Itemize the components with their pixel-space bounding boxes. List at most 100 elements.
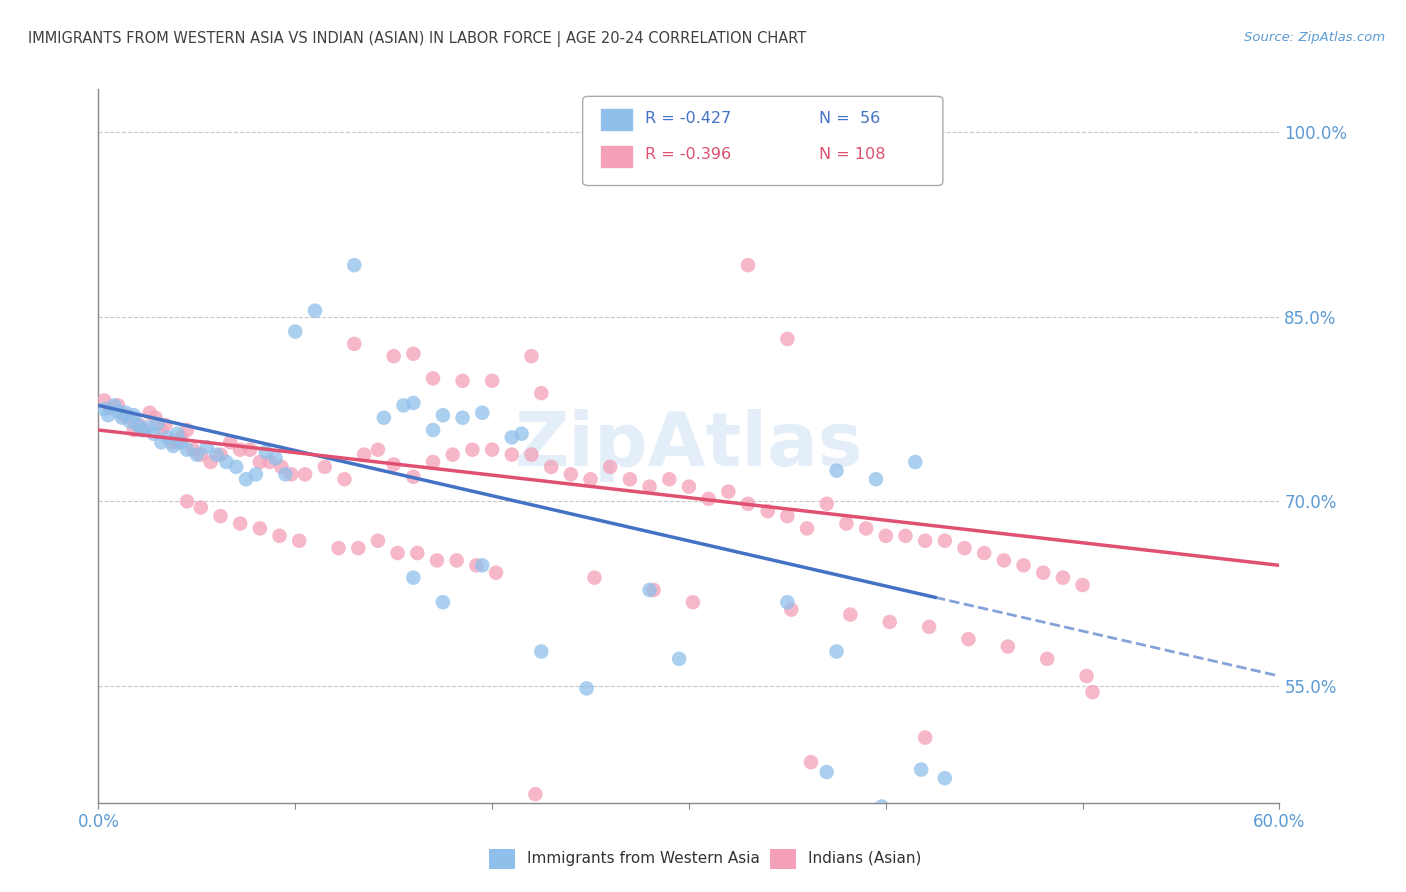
Point — [270, 459, 292, 474]
Point — [422, 455, 444, 469]
Point — [98, 401, 121, 415]
Point — [904, 455, 927, 469]
Point — [451, 410, 474, 425]
Text: R = -0.396: R = -0.396 — [645, 146, 731, 161]
Point — [170, 430, 193, 444]
Point — [155, 418, 177, 433]
Point — [304, 303, 326, 318]
Point — [485, 566, 508, 580]
Text: Immigrants from Western Asia: Immigrants from Western Asia — [527, 851, 761, 865]
Point — [776, 332, 799, 346]
Point — [910, 763, 932, 777]
Point — [780, 602, 803, 616]
Point — [328, 541, 350, 555]
Point — [127, 418, 149, 433]
Point — [855, 521, 877, 535]
Text: N =  56: N = 56 — [818, 111, 880, 126]
Point — [333, 472, 356, 486]
Point — [1052, 571, 1074, 585]
Point — [520, 349, 543, 363]
Point — [599, 459, 621, 474]
Point — [678, 480, 700, 494]
Point — [697, 491, 720, 506]
Point — [93, 393, 115, 408]
Point — [146, 417, 169, 431]
Point — [229, 442, 252, 457]
Point — [343, 258, 366, 272]
Point — [288, 533, 311, 548]
Point — [402, 396, 425, 410]
Point — [367, 533, 389, 548]
Bar — [600, 145, 634, 168]
Point — [865, 472, 887, 486]
Point — [170, 435, 193, 450]
Point — [118, 410, 141, 425]
Point — [136, 420, 159, 434]
Point — [209, 448, 232, 462]
Point — [422, 371, 444, 385]
Point — [501, 448, 523, 462]
Point — [530, 644, 553, 658]
Point — [219, 435, 242, 450]
Point — [176, 423, 198, 437]
Point — [1032, 566, 1054, 580]
Point — [128, 418, 150, 433]
Point — [756, 504, 779, 518]
Point — [914, 533, 936, 548]
Point — [1012, 558, 1035, 573]
Point — [540, 459, 562, 474]
Point — [259, 455, 281, 469]
Point — [839, 607, 862, 622]
Point — [934, 771, 956, 785]
Point — [142, 426, 165, 441]
Text: Source: ZipAtlas.com: Source: ZipAtlas.com — [1244, 31, 1385, 45]
Point — [643, 582, 665, 597]
Point — [97, 409, 120, 423]
Point — [825, 464, 848, 478]
Point — [501, 430, 523, 444]
Point — [583, 571, 606, 585]
Point — [347, 541, 370, 555]
Point — [145, 410, 167, 425]
Point — [957, 632, 980, 647]
Text: N = 108: N = 108 — [818, 146, 886, 161]
Point — [367, 442, 389, 457]
Point — [997, 640, 1019, 654]
Point — [451, 374, 474, 388]
Point — [815, 497, 838, 511]
Point — [402, 469, 425, 483]
Point — [131, 423, 153, 437]
Point — [107, 398, 129, 412]
Point — [387, 546, 409, 560]
Point — [638, 582, 661, 597]
Point — [432, 595, 454, 609]
Point — [382, 458, 405, 472]
Point — [176, 442, 198, 457]
Point — [668, 652, 690, 666]
Text: IMMIGRANTS FROM WESTERN ASIA VS INDIAN (ASIAN) IN LABOR FORCE | AGE 20-24 CORREL: IMMIGRANTS FROM WESTERN ASIA VS INDIAN (… — [28, 31, 807, 47]
Point — [166, 426, 188, 441]
Point — [402, 571, 425, 585]
Point — [402, 347, 425, 361]
Point — [190, 448, 212, 462]
Point — [530, 386, 553, 401]
Point — [815, 765, 838, 780]
Point — [481, 442, 503, 457]
Point — [973, 546, 995, 560]
Text: R = -0.427: R = -0.427 — [645, 111, 731, 126]
Point — [717, 484, 740, 499]
Point — [115, 406, 138, 420]
Point — [875, 529, 897, 543]
Point — [264, 451, 287, 466]
Point — [229, 516, 252, 531]
Point — [914, 731, 936, 745]
Point — [111, 410, 134, 425]
Point — [190, 500, 212, 515]
Point — [800, 755, 823, 769]
Point — [481, 374, 503, 388]
Point — [993, 553, 1015, 567]
Point — [520, 448, 543, 462]
Point — [107, 404, 129, 418]
Point — [825, 644, 848, 658]
Point — [835, 516, 858, 531]
